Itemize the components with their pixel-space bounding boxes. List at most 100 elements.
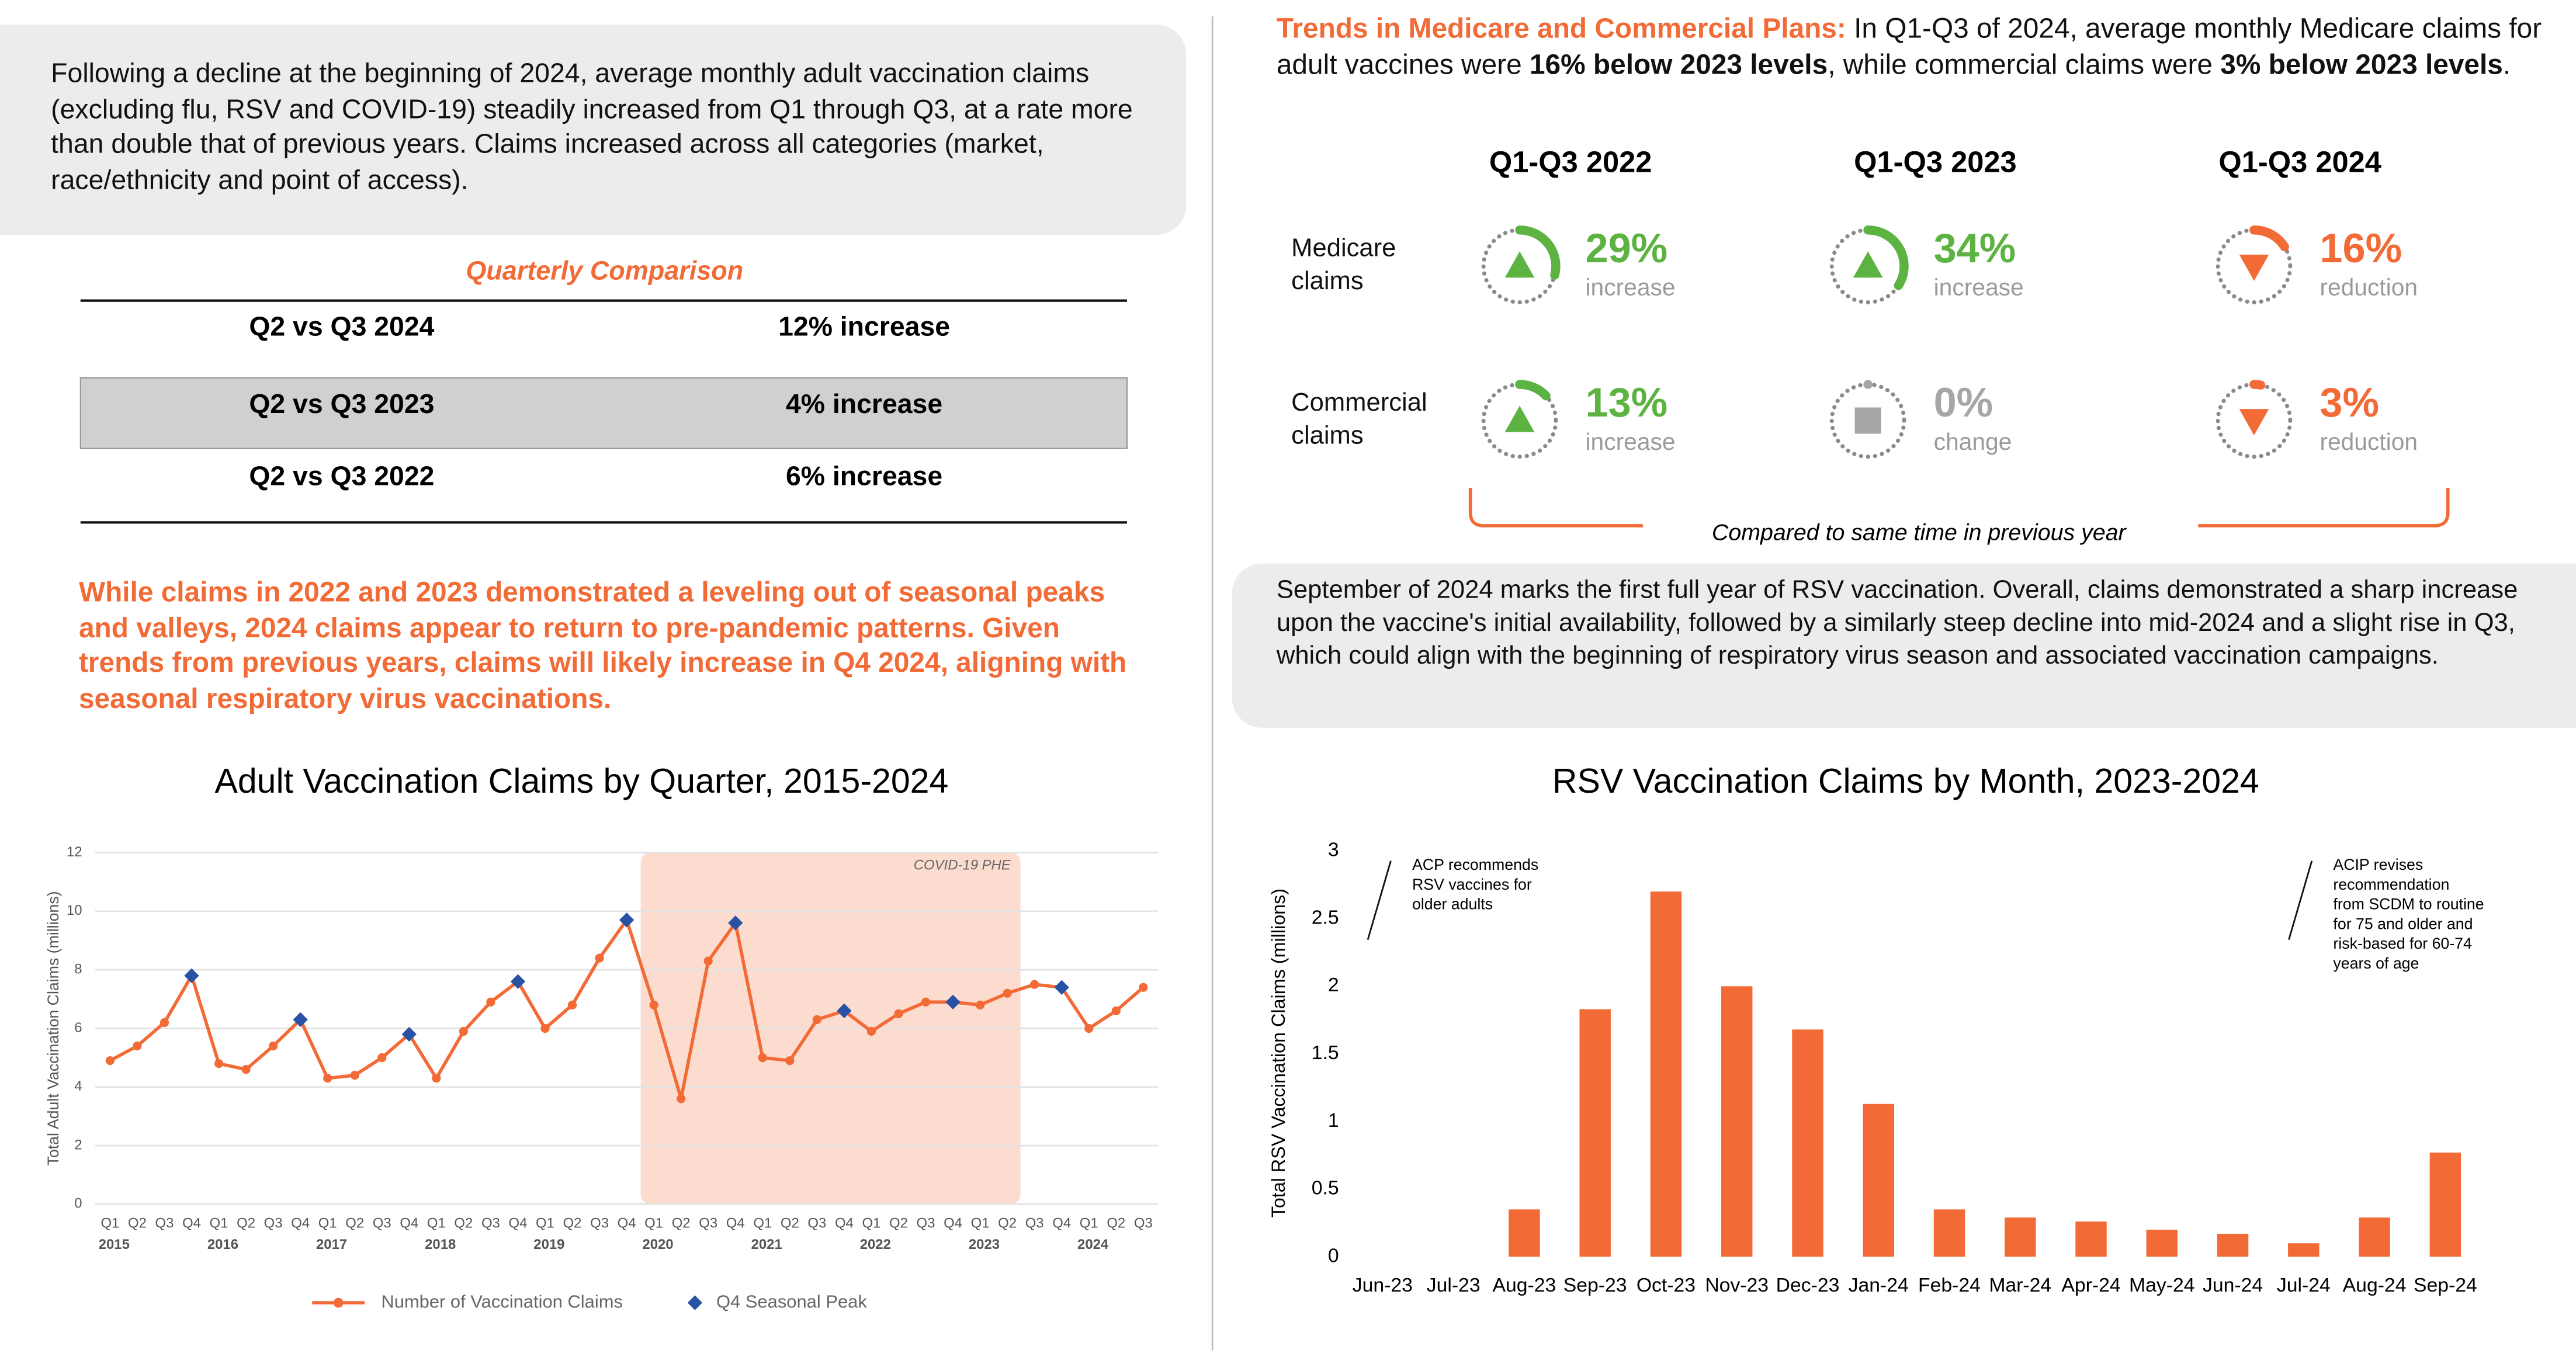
point-marker <box>649 1000 658 1009</box>
point-marker <box>812 1015 821 1025</box>
annotation-text: RSV vaccines for <box>1412 876 1532 893</box>
point-marker <box>269 1041 278 1051</box>
note-text: While claims in 2022 and 2023 demonstrat… <box>78 577 1127 714</box>
annotation-text: older adults <box>1412 896 1493 913</box>
bar <box>2429 1153 2461 1257</box>
y-tick-label: 8 <box>74 962 82 977</box>
x-tick-label: Mar-24 <box>1989 1274 2051 1296</box>
bar <box>1650 891 1682 1257</box>
kpi-caption: change <box>1934 428 2012 455</box>
x-tick-label: Nov-23 <box>1705 1274 1769 1296</box>
x-tick-label: Q4 <box>1052 1215 1071 1231</box>
bar <box>1579 1009 1611 1257</box>
x-tick-label: Q4 <box>944 1215 962 1231</box>
x-tick-label: Q3 <box>481 1215 500 1231</box>
x-tick-label: Q3 <box>917 1215 935 1231</box>
point-marker <box>486 997 495 1007</box>
intro-text: Following a decline at the beginning of … <box>51 59 1133 195</box>
x-tick-label: Q2 <box>889 1215 908 1231</box>
peak-marker <box>510 974 526 989</box>
y-tick-label: 3 <box>1328 839 1339 861</box>
x-tick-label: Q3 <box>590 1215 609 1231</box>
kpi-column-header: Q1-Q3 2022 <box>1489 145 1652 179</box>
kpi-row-label-box: Medicare claims <box>1291 235 1396 295</box>
gauge-arc <box>2249 380 2266 390</box>
kpi-value: 0% <box>1934 379 1993 425</box>
annotation-text: years of age <box>2333 955 2419 972</box>
y-tick-label: 2.5 <box>1312 906 1339 928</box>
peak-marker <box>293 1012 308 1028</box>
kpi-value: 34% <box>1934 225 2016 271</box>
x-tick-label: Q2 <box>998 1215 1017 1231</box>
y-axis-label: Total Adult Vaccination Claims (millions… <box>44 891 62 1166</box>
x-tick-label: Q2 <box>781 1215 799 1231</box>
x-tick-label: Q3 <box>373 1215 391 1231</box>
trend-icon <box>1853 251 1883 278</box>
point-marker <box>214 1059 224 1068</box>
y-tick-label: 4 <box>74 1078 82 1094</box>
x-tick-label: Jul-24 <box>2277 1274 2331 1296</box>
point-marker <box>894 1009 903 1019</box>
x-tick-label: Q4 <box>835 1215 854 1231</box>
trends-segment: . <box>2502 48 2511 80</box>
trend-icon <box>1854 407 1881 434</box>
bracket <box>1468 488 1643 527</box>
kpi-value: 3% <box>2320 379 2379 425</box>
bar <box>2146 1230 2178 1257</box>
y-tick-label: 1.5 <box>1312 1042 1339 1064</box>
point-marker <box>133 1041 142 1051</box>
trends-segment: Trends in Medicare and Commercial Plans: <box>1276 13 1846 44</box>
y-tick-label: 0 <box>1328 1244 1339 1266</box>
legend-label: Number of Vaccination Claims <box>381 1291 623 1311</box>
y-tick-label: 2 <box>1328 974 1339 996</box>
point-marker <box>105 1056 115 1066</box>
point-marker <box>567 1000 577 1009</box>
x-tick-label: Q1 <box>862 1215 880 1231</box>
x-tick-label: Q2 <box>1107 1215 1125 1231</box>
bar <box>2075 1221 2107 1257</box>
trends-segment: 16% below 2023 levels <box>1529 48 1828 80</box>
annotation-text: for 75 and older and <box>2333 915 2473 932</box>
y-tick-label: 10 <box>67 903 82 918</box>
x-tick-label: Q4 <box>509 1215 528 1231</box>
x-tick-label: Apr-24 <box>2061 1274 2120 1296</box>
kpi-row-label-box: Commercial claims <box>1291 389 1427 450</box>
point-marker <box>758 1053 767 1063</box>
annotation-text: ACP recommends <box>1412 856 1538 873</box>
x-group-label: 2018 <box>425 1237 456 1252</box>
peak-marker <box>184 968 199 983</box>
x-tick-label: Q1 <box>210 1215 228 1231</box>
y-tick-label: 12 <box>67 844 82 860</box>
legend-marker <box>333 1297 344 1308</box>
point-marker <box>677 1094 686 1103</box>
bar <box>2217 1234 2249 1257</box>
x-tick-label: Q3 <box>1134 1215 1153 1231</box>
gauge-arc <box>2249 225 2289 252</box>
x-tick-label: Q3 <box>155 1215 174 1231</box>
table-cell: 6% increase <box>786 461 942 491</box>
x-tick-label: Q1 <box>100 1215 119 1231</box>
x-group-label: 2024 <box>1077 1237 1109 1252</box>
trends-segment: In Q1-Q3 of 2024, average monthly Medica… <box>1276 13 2542 80</box>
x-group-label: 2019 <box>533 1237 564 1252</box>
trends-text: Trends in Medicare and Commercial Plans:… <box>1277 12 2550 82</box>
kpi-value: 16% <box>2320 225 2402 271</box>
x-tick-label: Sep-24 <box>2414 1274 2477 1296</box>
x-tick-label: Q2 <box>345 1215 364 1231</box>
kpi-caption: increase <box>1585 428 1675 455</box>
trend-icon <box>2239 254 2269 281</box>
annotation-text: recommendation <box>2333 876 2449 893</box>
x-tick-label: Feb-24 <box>1918 1274 1981 1296</box>
kpi-row-label: Commercial claims <box>1291 389 1427 450</box>
x-tick-label: Q1 <box>644 1215 663 1231</box>
peak-marker <box>837 1003 852 1019</box>
point-marker <box>703 956 713 966</box>
y-tick-label: 0 <box>74 1196 82 1212</box>
table-cell: 12% increase <box>778 311 950 342</box>
y-tick-label: 1 <box>1328 1109 1339 1132</box>
kpi-column-header: Q1-Q3 2023 <box>1854 145 2017 179</box>
x-tick-label: Sep-23 <box>1563 1274 1627 1296</box>
bracket <box>2198 488 2450 527</box>
kpi-caption: increase <box>1585 274 1675 301</box>
